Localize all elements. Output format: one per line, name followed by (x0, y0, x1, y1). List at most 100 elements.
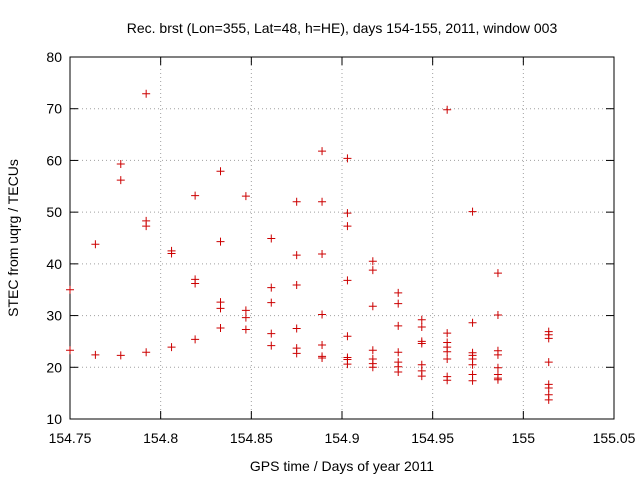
data-point (468, 318, 477, 327)
data-point (318, 353, 327, 362)
data-point (216, 323, 225, 332)
x-tick-label: 155.05 (593, 430, 636, 446)
y-tick-label: 20 (46, 359, 62, 375)
data-point (292, 324, 301, 333)
data-points (66, 89, 553, 404)
data-point (267, 341, 276, 350)
data-point (493, 363, 502, 372)
data-point (292, 281, 301, 290)
data-point (343, 276, 352, 285)
data-point (394, 299, 403, 308)
data-point (493, 375, 502, 384)
data-point (468, 207, 477, 216)
data-point (468, 376, 477, 385)
y-tick-label: 40 (46, 256, 62, 272)
data-point (318, 341, 327, 350)
data-point (216, 304, 225, 313)
data-point (116, 160, 125, 169)
data-point (142, 89, 151, 98)
data-point (292, 349, 301, 358)
data-point (318, 250, 327, 259)
data-point (343, 332, 352, 341)
data-point (267, 283, 276, 292)
data-point (493, 311, 502, 320)
x-axis-label: GPS time / Days of year 2011 (250, 458, 434, 474)
data-point (368, 346, 377, 355)
data-point (544, 383, 553, 392)
data-point (241, 306, 250, 315)
data-point (368, 302, 377, 311)
data-point (417, 339, 426, 348)
data-point (493, 350, 502, 359)
chart-title: Rec. brst (Lon=355, Lat=48, h=HE), days … (127, 20, 558, 36)
data-point (191, 335, 200, 344)
y-tick-label: 50 (46, 204, 62, 220)
y-tick-label: 60 (46, 152, 62, 168)
x-tick-label: 154.8 (143, 430, 178, 446)
data-point (216, 167, 225, 176)
data-point (544, 358, 553, 367)
y-axis-label: STEC from uqrg / TECUs (5, 159, 21, 317)
data-point (241, 313, 250, 322)
data-point (443, 105, 452, 114)
data-point (443, 347, 452, 356)
axis-ticks: 10 20 30 40 50 60 70 80 154.75 154.8 154.85 154.9 15… (46, 49, 635, 446)
data-point (318, 310, 327, 319)
data-point (417, 322, 426, 331)
y-tick-label: 70 (46, 101, 62, 117)
data-point (493, 269, 502, 278)
data-point (443, 329, 452, 338)
data-point (343, 222, 352, 231)
x-tick-label: 154.9 (324, 430, 359, 446)
data-point (417, 372, 426, 381)
data-point (191, 191, 200, 200)
data-point (66, 285, 74, 294)
data-point (191, 279, 200, 288)
data-point (443, 376, 452, 385)
data-point (368, 266, 377, 275)
y-tick-label: 30 (46, 308, 62, 324)
data-point (343, 154, 352, 163)
x-tick-label: 155 (512, 430, 536, 446)
data-point (241, 325, 250, 334)
data-point (91, 240, 100, 249)
data-point (394, 288, 403, 297)
data-point (167, 249, 176, 258)
data-point (241, 192, 250, 201)
data-point (394, 321, 403, 330)
data-point (142, 348, 151, 357)
data-point (267, 298, 276, 307)
data-point (91, 350, 100, 359)
data-point (368, 257, 377, 266)
data-point (368, 363, 377, 372)
x-tick-label: 154.95 (411, 430, 454, 446)
data-point (394, 367, 403, 376)
data-point (292, 251, 301, 260)
data-point (544, 395, 553, 404)
data-point (267, 234, 276, 243)
data-point (66, 346, 74, 355)
data-point (544, 334, 553, 343)
data-point (318, 197, 327, 206)
grid (70, 57, 614, 419)
data-point (167, 343, 176, 352)
data-point (443, 355, 452, 364)
data-point (318, 147, 327, 156)
y-tick-label: 10 (46, 411, 62, 427)
data-point (343, 209, 352, 218)
x-tick-label: 154.85 (230, 430, 273, 446)
data-point (267, 329, 276, 338)
data-point (292, 197, 301, 206)
data-point (343, 360, 352, 369)
data-point (116, 176, 125, 185)
y-tick-label: 80 (46, 49, 62, 65)
data-point (216, 237, 225, 246)
data-point (116, 351, 125, 360)
data-point (468, 360, 477, 369)
data-point (142, 222, 151, 231)
data-point (417, 315, 426, 324)
x-tick-label: 154.75 (49, 430, 92, 446)
data-point (394, 348, 403, 357)
